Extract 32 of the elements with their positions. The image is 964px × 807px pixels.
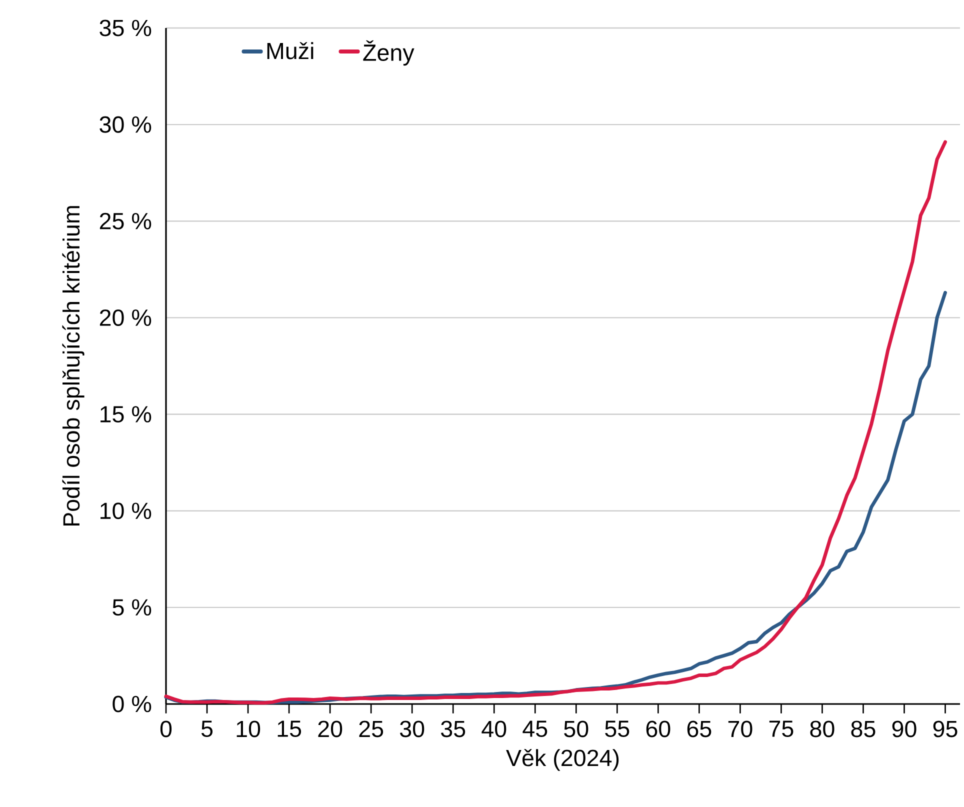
x-tick-label: 20 xyxy=(318,720,342,738)
x-tick-label: 80 xyxy=(810,720,834,738)
x-tick-label: 95 xyxy=(933,720,958,738)
legend-label: Ženy xyxy=(363,40,414,66)
y-axis-title: Podíl osob splňujících kritérium xyxy=(62,206,84,526)
x-tick-label: 5 xyxy=(201,720,213,737)
y-tick-label: 10 % xyxy=(100,502,152,520)
x-tick-label: 85 xyxy=(851,720,876,738)
x-tick-label: 45 xyxy=(522,720,548,737)
x-tick-label: 35 xyxy=(441,720,466,738)
x-tick-label: 55 xyxy=(605,720,630,737)
x-tick-label: 70 xyxy=(728,720,752,738)
y-tick-label: 35 % xyxy=(100,20,152,36)
x-tick-label: 50 xyxy=(564,720,588,738)
y-tick-label: 0 % xyxy=(112,696,152,712)
legend-label: Muži xyxy=(267,42,314,60)
y-tick-label: 15 % xyxy=(100,406,152,422)
x-tick-label: 60 xyxy=(646,720,670,738)
y-tick-label: 5 % xyxy=(112,599,152,616)
y-tick-label: 25 % xyxy=(100,212,152,230)
x-tick-label: 10 xyxy=(236,720,260,738)
y-tick-label: 20 % xyxy=(100,309,152,326)
x-tick-label: 75 xyxy=(769,720,794,737)
x-tick-label: 90 xyxy=(892,720,916,738)
y-tick-label: 30 % xyxy=(100,116,152,133)
x-tick-label: 65 xyxy=(687,720,712,738)
x-tick-label: 30 xyxy=(400,720,424,738)
x-tick-label: 40 xyxy=(482,720,506,738)
x-tick-label: 15 xyxy=(278,720,302,737)
x-axis-title: Věk (2024) xyxy=(506,749,619,771)
x-tick-label: 25 xyxy=(359,720,384,738)
x-tick-label: 0 xyxy=(160,720,172,738)
